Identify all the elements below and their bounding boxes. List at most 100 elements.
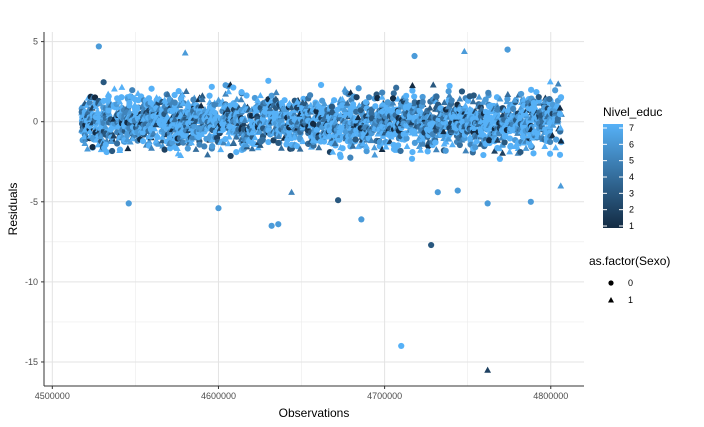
data-point-circle bbox=[365, 94, 373, 101]
data-point-triangle bbox=[368, 137, 375, 144]
data-point-circle bbox=[428, 241, 435, 249]
data-point-triangle bbox=[248, 129, 256, 136]
data-point-triangle bbox=[126, 108, 134, 115]
data-point-circle bbox=[535, 93, 542, 101]
data-point-triangle bbox=[355, 143, 362, 150]
axes: 5 0 -5 -10 -15 4500000 4600000 4700000 4800000 bbox=[25, 32, 584, 401]
data-point-circle bbox=[328, 103, 335, 110]
data-point-circle bbox=[171, 91, 178, 99]
data-point-triangle bbox=[307, 101, 315, 108]
data-point-circle bbox=[480, 151, 487, 159]
data-point-triangle bbox=[471, 124, 479, 131]
data-point-triangle bbox=[444, 103, 452, 110]
data-point-circle bbox=[408, 155, 416, 162]
shape-legend-title: as.factor(Sexo) bbox=[589, 254, 670, 268]
x-tick-label: 4500000 bbox=[35, 391, 70, 401]
data-point-triangle bbox=[378, 93, 386, 100]
colorbar-tick-label: 2 bbox=[629, 205, 634, 215]
data-point-circle bbox=[362, 99, 370, 106]
data-point-circle bbox=[118, 94, 125, 101]
data-point-circle bbox=[125, 200, 132, 207]
data-point-triangle bbox=[148, 144, 155, 151]
data-point-triangle bbox=[204, 151, 211, 158]
data-point-circle bbox=[527, 142, 534, 149]
data-point-triangle bbox=[445, 91, 453, 99]
data-point-triangle bbox=[230, 139, 238, 146]
data-point-triangle bbox=[288, 104, 295, 111]
data-point-circle bbox=[166, 145, 174, 152]
data-point-circle bbox=[485, 89, 492, 96]
data-point-circle bbox=[395, 142, 402, 149]
shape-legend-label: 1 bbox=[628, 295, 633, 305]
data-point-circle bbox=[445, 88, 452, 95]
data-point-circle bbox=[410, 129, 418, 136]
data-point-circle bbox=[528, 86, 535, 93]
shape-legend: as.factor(Sexo) 01 bbox=[589, 254, 670, 305]
data-point-triangle bbox=[349, 142, 357, 149]
data-point-circle bbox=[259, 136, 266, 144]
shape-legend-circle-icon bbox=[608, 280, 614, 286]
plot-panel bbox=[44, 32, 584, 386]
data-point-triangle bbox=[484, 366, 492, 373]
data-point-circle bbox=[530, 150, 537, 157]
data-point-circle bbox=[307, 92, 314, 99]
data-point-triangle bbox=[528, 134, 536, 141]
data-point-triangle bbox=[286, 99, 293, 107]
data-point-triangle bbox=[256, 141, 264, 148]
data-point-circle bbox=[472, 144, 479, 151]
data-point-triangle bbox=[522, 144, 530, 151]
data-point-triangle bbox=[491, 147, 498, 154]
data-point-circle bbox=[233, 149, 240, 156]
data-point-triangle bbox=[126, 138, 134, 145]
data-point-triangle bbox=[460, 47, 468, 54]
data-point-circle bbox=[434, 189, 441, 196]
data-point-triangle bbox=[288, 188, 295, 195]
data-point-triangle bbox=[111, 85, 118, 92]
data-point-triangle bbox=[504, 90, 512, 98]
data-point-triangle bbox=[494, 136, 501, 143]
data-points bbox=[78, 43, 565, 373]
data-point-circle bbox=[504, 46, 511, 53]
data-point-triangle bbox=[224, 140, 232, 147]
data-point-circle bbox=[530, 99, 537, 107]
data-point-triangle bbox=[419, 140, 427, 147]
data-point-circle bbox=[389, 95, 397, 102]
data-point-triangle bbox=[341, 106, 349, 113]
data-point-triangle bbox=[206, 131, 213, 138]
data-point-circle bbox=[518, 90, 525, 98]
data-point-triangle bbox=[378, 145, 386, 153]
data-point-circle bbox=[230, 84, 237, 91]
data-point-triangle bbox=[403, 142, 411, 150]
data-point-circle bbox=[552, 87, 559, 94]
data-point-triangle bbox=[541, 142, 549, 150]
data-point-triangle bbox=[456, 95, 464, 102]
data-point-triangle bbox=[278, 144, 285, 151]
data-point-circle bbox=[238, 89, 245, 96]
data-point-circle bbox=[507, 143, 514, 150]
data-point-circle bbox=[501, 139, 508, 146]
data-point-triangle bbox=[517, 104, 525, 111]
data-point-circle bbox=[336, 151, 344, 158]
data-point-triangle bbox=[139, 115, 147, 122]
data-point-triangle bbox=[81, 126, 89, 133]
data-point-circle bbox=[398, 342, 405, 350]
data-point-triangle bbox=[159, 133, 166, 140]
data-point-triangle bbox=[479, 98, 487, 105]
data-point-circle bbox=[393, 84, 400, 91]
data-point-circle bbox=[395, 108, 402, 115]
data-point-circle bbox=[357, 107, 364, 114]
data-point-triangle bbox=[116, 98, 124, 105]
data-point-triangle bbox=[220, 139, 228, 146]
data-point-triangle bbox=[331, 136, 339, 143]
data-point-circle bbox=[411, 139, 418, 146]
data-point-triangle bbox=[338, 95, 346, 102]
y-axis-title: Residuals bbox=[6, 183, 20, 236]
data-point-triangle bbox=[546, 78, 554, 85]
data-point-triangle bbox=[104, 90, 112, 97]
data-point-triangle bbox=[237, 96, 245, 103]
data-point-circle bbox=[416, 107, 423, 114]
data-point-triangle bbox=[496, 95, 504, 102]
data-point-triangle bbox=[426, 104, 434, 111]
data-point-triangle bbox=[81, 139, 89, 147]
